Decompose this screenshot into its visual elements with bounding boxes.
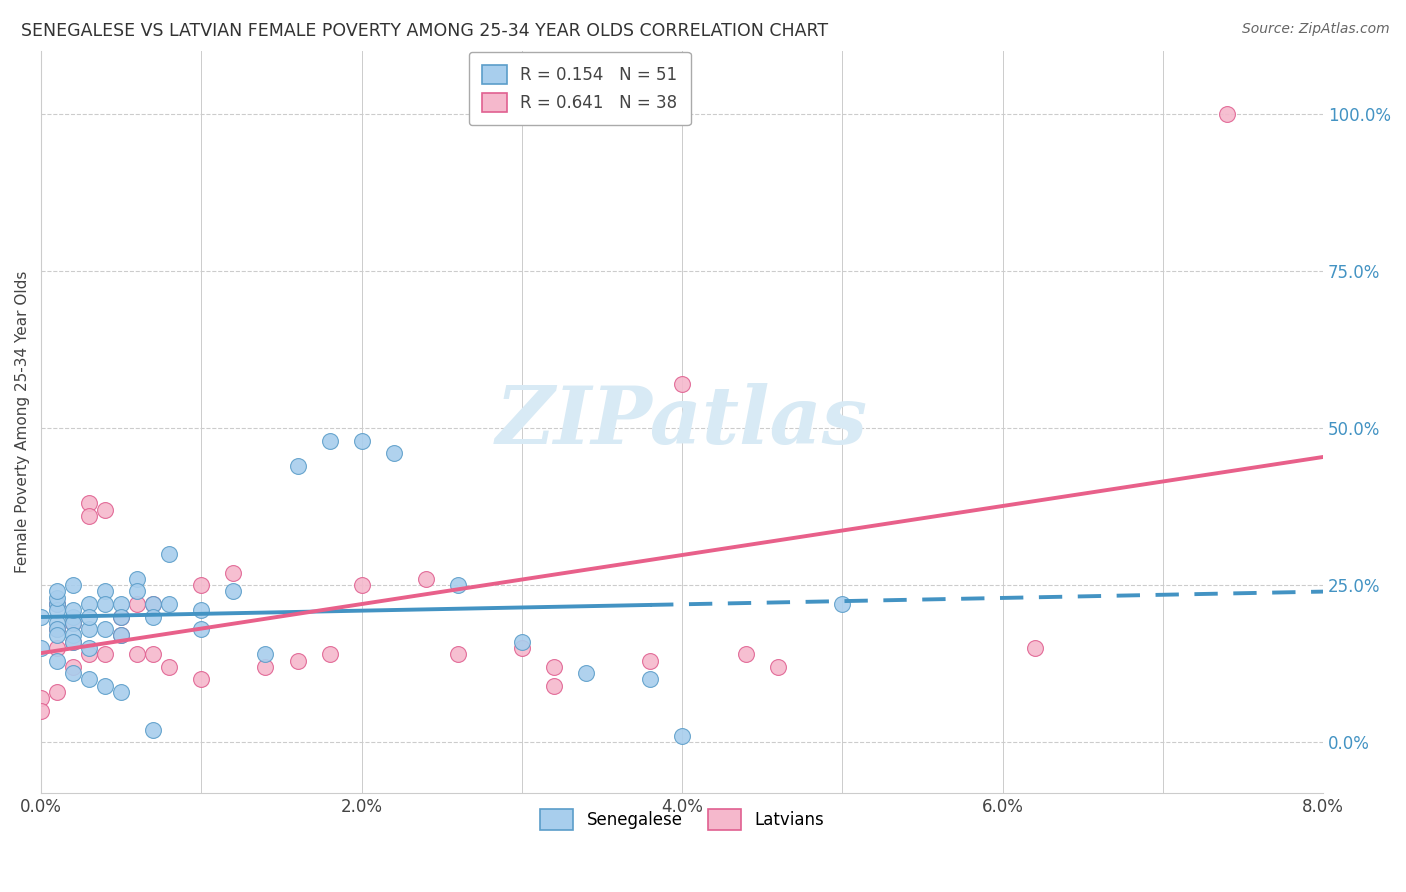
Point: [62, 634, 84, 648]
Point: [142, 597, 165, 611]
Point: [46, 597, 69, 611]
Point: [94, 622, 117, 636]
Legend: Senegalese, Latvians: Senegalese, Latvians: [533, 803, 831, 837]
Point: [510, 640, 533, 655]
Point: [671, 729, 693, 743]
Point: [46, 597, 69, 611]
Point: [735, 648, 758, 662]
Point: [142, 597, 165, 611]
Text: Source: ZipAtlas.com: Source: ZipAtlas.com: [1241, 22, 1389, 37]
Point: [638, 654, 661, 668]
Point: [94, 679, 117, 693]
Point: [638, 673, 661, 687]
Point: [127, 584, 149, 599]
Point: [62, 634, 84, 648]
Point: [46, 640, 69, 655]
Y-axis label: Female Poverty Among 25-34 Year Olds: Female Poverty Among 25-34 Year Olds: [15, 270, 30, 573]
Point: [30, 640, 52, 655]
Point: [142, 609, 165, 624]
Point: [157, 660, 180, 674]
Point: [1024, 640, 1046, 655]
Point: [318, 434, 340, 448]
Point: [575, 666, 598, 681]
Point: [110, 597, 132, 611]
Point: [287, 458, 309, 473]
Point: [510, 634, 533, 648]
Point: [77, 609, 100, 624]
Point: [157, 597, 180, 611]
Point: [62, 660, 84, 674]
Point: [62, 603, 84, 617]
Point: [1216, 106, 1239, 120]
Point: [110, 628, 132, 642]
Point: [77, 673, 100, 687]
Point: [110, 685, 132, 699]
Point: [318, 648, 340, 662]
Point: [287, 654, 309, 668]
Point: [110, 628, 132, 642]
Point: [46, 654, 69, 668]
Point: [190, 578, 212, 592]
Point: [46, 685, 69, 699]
Point: [77, 597, 100, 611]
Point: [77, 622, 100, 636]
Point: [543, 660, 565, 674]
Point: [127, 597, 149, 611]
Point: [46, 591, 69, 605]
Point: [46, 622, 69, 636]
Point: [62, 628, 84, 642]
Point: [46, 615, 69, 630]
Point: [30, 704, 52, 718]
Point: [62, 615, 84, 630]
Point: [110, 609, 132, 624]
Point: [350, 578, 373, 592]
Point: [350, 434, 373, 448]
Point: [157, 547, 180, 561]
Point: [190, 673, 212, 687]
Text: ZIPatlas: ZIPatlas: [496, 383, 868, 460]
Point: [30, 691, 52, 706]
Point: [254, 660, 277, 674]
Point: [831, 597, 853, 611]
Point: [77, 496, 100, 510]
Point: [127, 648, 149, 662]
Point: [94, 502, 117, 516]
Point: [62, 666, 84, 681]
Point: [671, 376, 693, 391]
Point: [190, 603, 212, 617]
Point: [447, 578, 470, 592]
Point: [94, 584, 117, 599]
Point: [46, 628, 69, 642]
Point: [447, 648, 470, 662]
Point: [190, 622, 212, 636]
Point: [46, 622, 69, 636]
Point: [46, 603, 69, 617]
Point: [77, 640, 100, 655]
Point: [30, 609, 52, 624]
Point: [543, 679, 565, 693]
Point: [382, 446, 405, 460]
Point: [110, 609, 132, 624]
Point: [94, 648, 117, 662]
Point: [142, 723, 165, 737]
Text: SENEGALESE VS LATVIAN FEMALE POVERTY AMONG 25-34 YEAR OLDS CORRELATION CHART: SENEGALESE VS LATVIAN FEMALE POVERTY AMO…: [21, 22, 828, 40]
Point: [46, 584, 69, 599]
Point: [768, 660, 790, 674]
Point: [62, 615, 84, 630]
Point: [415, 572, 437, 586]
Point: [62, 609, 84, 624]
Point: [127, 572, 149, 586]
Point: [142, 648, 165, 662]
Point: [254, 648, 277, 662]
Point: [222, 584, 245, 599]
Point: [77, 508, 100, 523]
Point: [222, 566, 245, 580]
Point: [94, 597, 117, 611]
Point: [77, 648, 100, 662]
Point: [62, 578, 84, 592]
